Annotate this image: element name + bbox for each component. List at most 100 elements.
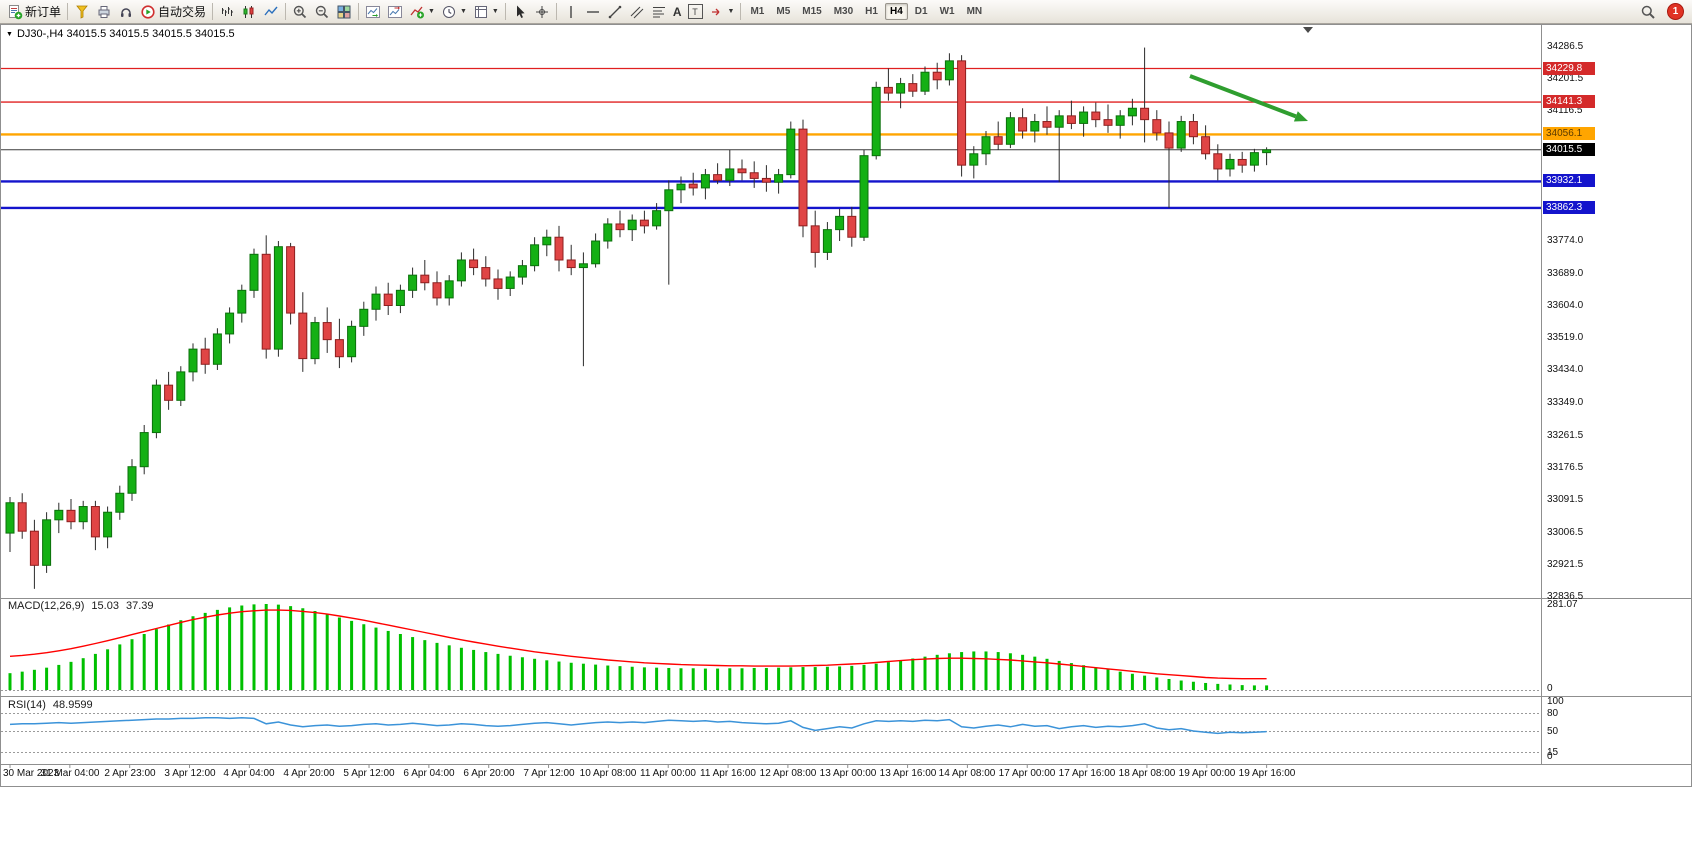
timeframe-h4[interactable]: H4	[884, 3, 908, 20]
price-axis-tick: 33774.0	[1547, 235, 1584, 247]
auto-trading-button[interactable]: 自动交易	[137, 2, 209, 22]
candle-body	[578, 263, 588, 269]
fibonacci-button[interactable]	[648, 2, 670, 22]
headset-icon	[121, 7, 132, 17]
candle-body	[310, 322, 320, 360]
tile-windows-icon	[337, 5, 351, 18]
notification-badge[interactable]: 1	[1667, 3, 1684, 20]
candle-body	[90, 506, 100, 538]
timeframe-h1[interactable]: H1	[865, 6, 878, 17]
candle-body	[66, 509, 76, 523]
macd-signal-value: 37.39	[125, 600, 154, 612]
candle-body	[322, 322, 332, 341]
timeframe-m30[interactable]: M30	[833, 6, 854, 17]
candle-body	[859, 155, 869, 238]
candle-body	[493, 278, 503, 289]
candlestick-chart-button[interactable]	[238, 2, 260, 22]
candle-body	[29, 530, 39, 566]
candle-body	[871, 86, 881, 157]
price-axis-tick: 33349.0	[1547, 396, 1584, 408]
candle-body	[176, 371, 186, 401]
print-button[interactable]	[93, 2, 115, 22]
candle-body	[1042, 121, 1052, 128]
candle-body	[1066, 115, 1076, 124]
support-button[interactable]	[115, 2, 137, 22]
templates-button[interactable]: ▼	[470, 2, 502, 22]
chart-shift-button[interactable]	[384, 2, 406, 22]
time-label: 11 Apr 16:00	[700, 768, 756, 779]
candle-body	[1018, 117, 1028, 132]
shift-marker[interactable]	[1303, 27, 1313, 33]
candle-body	[639, 219, 649, 227]
candle-body	[444, 280, 454, 299]
new-order-button[interactable]: 新订单	[4, 2, 64, 22]
candle-body	[1103, 119, 1113, 126]
candle-body	[737, 168, 747, 174]
candle-body	[603, 223, 613, 242]
text-button[interactable]: A	[670, 2, 685, 22]
toolbar-right: 1	[1637, 2, 1688, 22]
candle-body	[896, 83, 906, 94]
candle-body	[115, 492, 125, 513]
indicators-button[interactable]: ▼	[406, 2, 438, 22]
horizontal-line-button[interactable]	[582, 2, 604, 22]
time-label: 14 Apr 08:00	[938, 768, 996, 779]
horizontal-line-icon	[586, 10, 599, 13]
text-label-icon: T	[687, 4, 703, 19]
candle-body	[847, 215, 857, 238]
tile-windows-button[interactable]	[333, 2, 355, 22]
candle-body	[188, 348, 198, 373]
chart-menu-icon[interactable]: ▼	[6, 30, 13, 38]
candle-body	[566, 259, 576, 269]
candle-body	[420, 274, 430, 284]
line-chart-button[interactable]	[260, 2, 282, 22]
time-label: 12 Apr 08:00	[759, 768, 817, 779]
metaeditor-button[interactable]	[71, 2, 93, 22]
candle-body	[713, 174, 723, 181]
price-line-badge: 34141.3	[1543, 95, 1595, 109]
candle-body	[530, 244, 540, 267]
trend-arrow-line[interactable]	[1189, 74, 1297, 119]
candle-body	[957, 60, 967, 166]
candle-body	[5, 502, 15, 534]
bar-chart-button[interactable]	[216, 2, 238, 22]
zoom-in-button[interactable]	[289, 2, 311, 22]
auto-scroll-button[interactable]	[362, 2, 384, 22]
time-label: 13 Apr 00:00	[819, 768, 877, 779]
candle-body	[615, 223, 625, 231]
candle-body	[798, 128, 808, 227]
channel-button[interactable]	[626, 2, 648, 22]
timeframe-d1[interactable]: D1	[914, 6, 928, 17]
zoom-out-button[interactable]	[311, 2, 333, 22]
candle-body	[225, 312, 235, 335]
candle-body	[920, 71, 930, 92]
candle-body	[1201, 136, 1211, 155]
price-axis-tick: 34201.5	[1547, 73, 1584, 85]
cursor-button[interactable]	[509, 2, 531, 22]
candle-body	[1249, 152, 1259, 166]
candle-body	[371, 293, 381, 310]
timeframe-m1[interactable]: M1	[750, 6, 765, 17]
chevron-down-icon: ▼	[459, 8, 467, 15]
timeframe-mn[interactable]: MN	[966, 6, 983, 17]
main-toolbar: 新订单 自动交易 ▼ ▼ ▼ A T ▼ M1 M5 M15 M30 H1 H4 D1 W1 M…	[0, 0, 1692, 24]
timeframe-m15[interactable]: M15	[802, 6, 822, 17]
time-label: 17 Apr 16:00	[1058, 768, 1116, 779]
periods-button[interactable]: ▼	[438, 2, 470, 22]
trendline-button[interactable]	[604, 2, 626, 22]
timeframe-w1[interactable]: W1	[939, 6, 955, 17]
rsi-name: RSI(14)	[8, 699, 46, 711]
candle-body	[883, 86, 893, 94]
search-button[interactable]	[1637, 2, 1659, 22]
text-label-button[interactable]: T	[685, 2, 706, 22]
crosshair-button[interactable]	[531, 2, 553, 22]
timeframe-m5[interactable]: M5	[776, 6, 791, 17]
candle-body	[505, 276, 515, 289]
candle-body	[1005, 117, 1015, 145]
separator	[285, 3, 287, 20]
vertical-line-button[interactable]	[560, 2, 582, 22]
time-label: 30 Mar 2023	[3, 768, 60, 779]
trend-arrow-head[interactable]	[1293, 111, 1308, 122]
arrows-button[interactable]: ▼	[706, 2, 738, 22]
